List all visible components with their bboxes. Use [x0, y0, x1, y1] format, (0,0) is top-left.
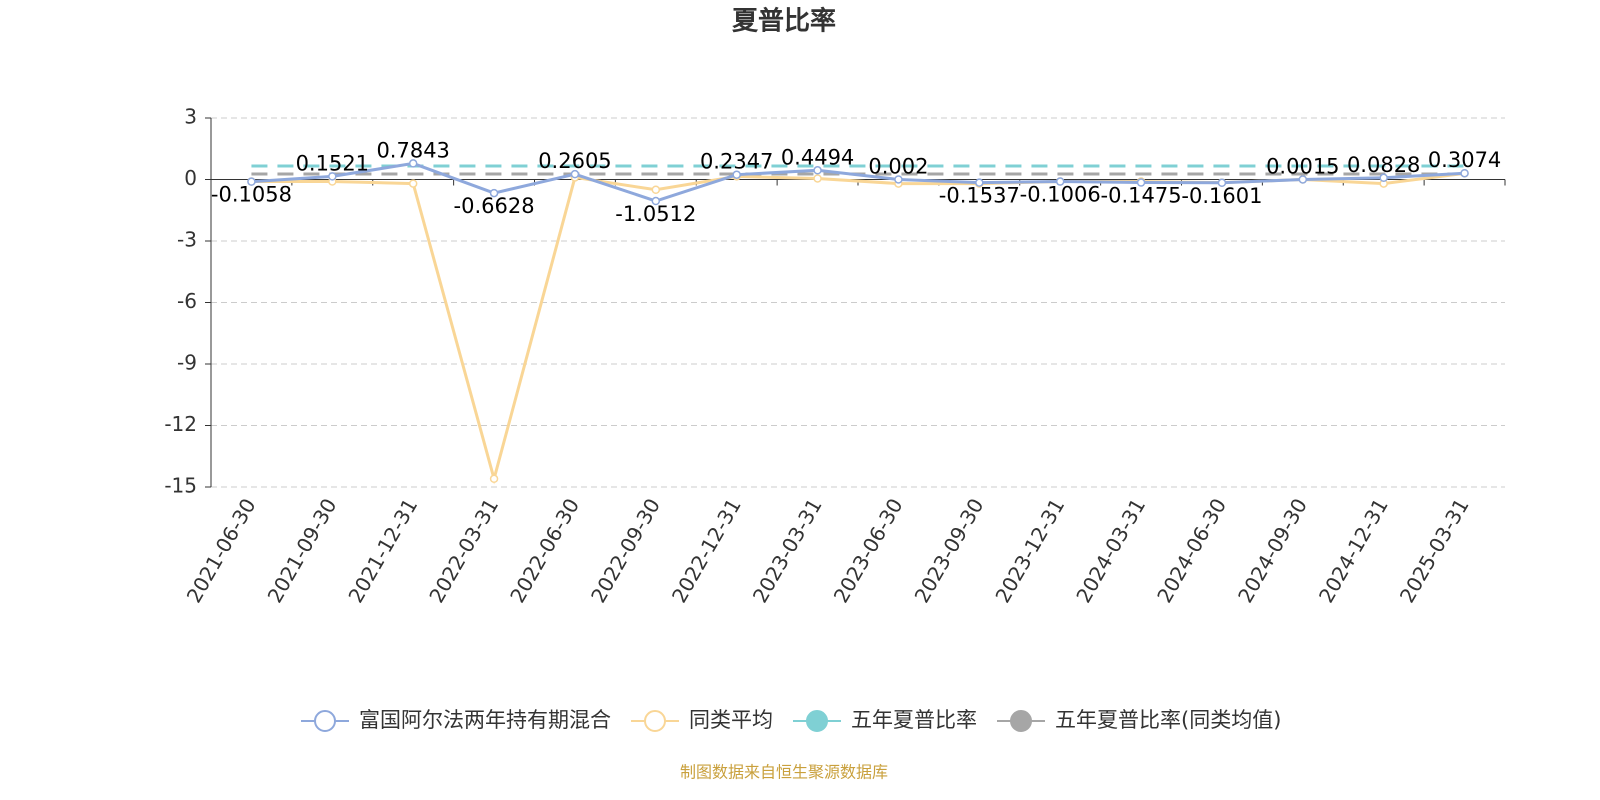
y-tick-label: 3	[184, 105, 197, 129]
data-label: 0.2347	[700, 150, 773, 174]
x-tick-label: 2022-03-31	[424, 494, 503, 607]
legend-marker	[1010, 710, 1032, 732]
x-tick-label: 2024-12-31	[1314, 494, 1393, 607]
data-label: -0.1537	[939, 184, 1020, 208]
x-tick-label: 2025-03-31	[1395, 494, 1474, 607]
x-tick-label: 2024-06-30	[1152, 494, 1231, 607]
point	[894, 175, 903, 184]
point	[408, 159, 418, 168]
x-tick-label: 2021-12-31	[343, 494, 422, 607]
legend-label: 富国阿尔法两年持有期混合	[359, 708, 611, 732]
point	[247, 177, 256, 186]
x-tick-label: 2022-09-30	[586, 494, 665, 607]
data-label: -0.1475	[1101, 184, 1182, 208]
series-line	[251, 171, 1465, 485]
y-tick-label: -6	[177, 289, 197, 313]
data-label: 0.002	[868, 154, 928, 178]
point	[1055, 177, 1065, 186]
point	[489, 188, 499, 198]
point	[1460, 168, 1469, 178]
y-tick-label: -12	[164, 412, 197, 436]
legend-label: 五年夏普比率(同类均值)	[1055, 708, 1281, 732]
x-tick-label: 2024-03-31	[1071, 494, 1150, 607]
x-tick-label: 2023-09-30	[910, 494, 989, 607]
data-label: -0.6628	[454, 194, 535, 218]
x-tick-label: 2022-06-30	[505, 494, 584, 607]
point	[651, 196, 661, 206]
legend-label: 同类平均	[689, 708, 773, 732]
data-label: 0.0015	[1266, 154, 1339, 178]
x-tick-label: 2021-06-30	[182, 494, 261, 607]
x-tick-label: 2021-09-30	[263, 494, 342, 607]
chart-title: 夏普比率	[732, 6, 836, 37]
y-tick-label: -15	[164, 474, 197, 498]
legend-label: 五年夏普比率	[851, 708, 977, 732]
data-label: 0.1521	[296, 151, 369, 175]
legend: 富国阿尔法两年持有期混合 同类平均 五年夏普比率 五年夏普比率(同类均值)	[301, 708, 1281, 732]
point	[328, 172, 337, 181]
point	[1217, 178, 1227, 188]
data-label: -0.1601	[1181, 184, 1262, 208]
point	[408, 179, 418, 188]
legend-marker	[644, 710, 666, 732]
point	[570, 169, 580, 179]
x-tick-label: 2024-09-30	[1233, 494, 1312, 607]
data-label: -1.0512	[615, 202, 696, 226]
x-tick-label: 2023-03-31	[748, 494, 827, 607]
data-label: 0.2605	[538, 149, 611, 173]
data-label: -0.1006	[1020, 183, 1101, 207]
point	[489, 474, 499, 484]
legend-marker	[806, 710, 828, 732]
point	[813, 174, 822, 183]
x-tick-label: 2022-12-31	[667, 494, 746, 607]
point	[1136, 178, 1146, 187]
data-label: 0.7843	[376, 138, 449, 162]
series-line	[251, 161, 1465, 203]
point	[813, 166, 822, 175]
data-label: 0.4494	[781, 145, 854, 169]
x-tick-label: 2023-12-31	[990, 494, 1069, 607]
point	[975, 178, 984, 187]
point	[651, 185, 661, 194]
point	[1379, 173, 1388, 183]
point	[1298, 175, 1308, 184]
legend-marker	[314, 710, 336, 732]
data-label: 0.0828	[1347, 153, 1420, 177]
data-label: 0.3074	[1428, 148, 1501, 172]
y-tick-label: 0	[184, 166, 197, 190]
y-tick-label: -3	[177, 228, 197, 252]
source-note: 制图数据来自恒生聚源数据库	[680, 763, 888, 782]
data-label: -0.1058	[211, 183, 292, 207]
x-tick-label: 2023-06-30	[829, 494, 908, 607]
y-tick-label: -9	[177, 351, 197, 375]
point	[732, 170, 741, 179]
